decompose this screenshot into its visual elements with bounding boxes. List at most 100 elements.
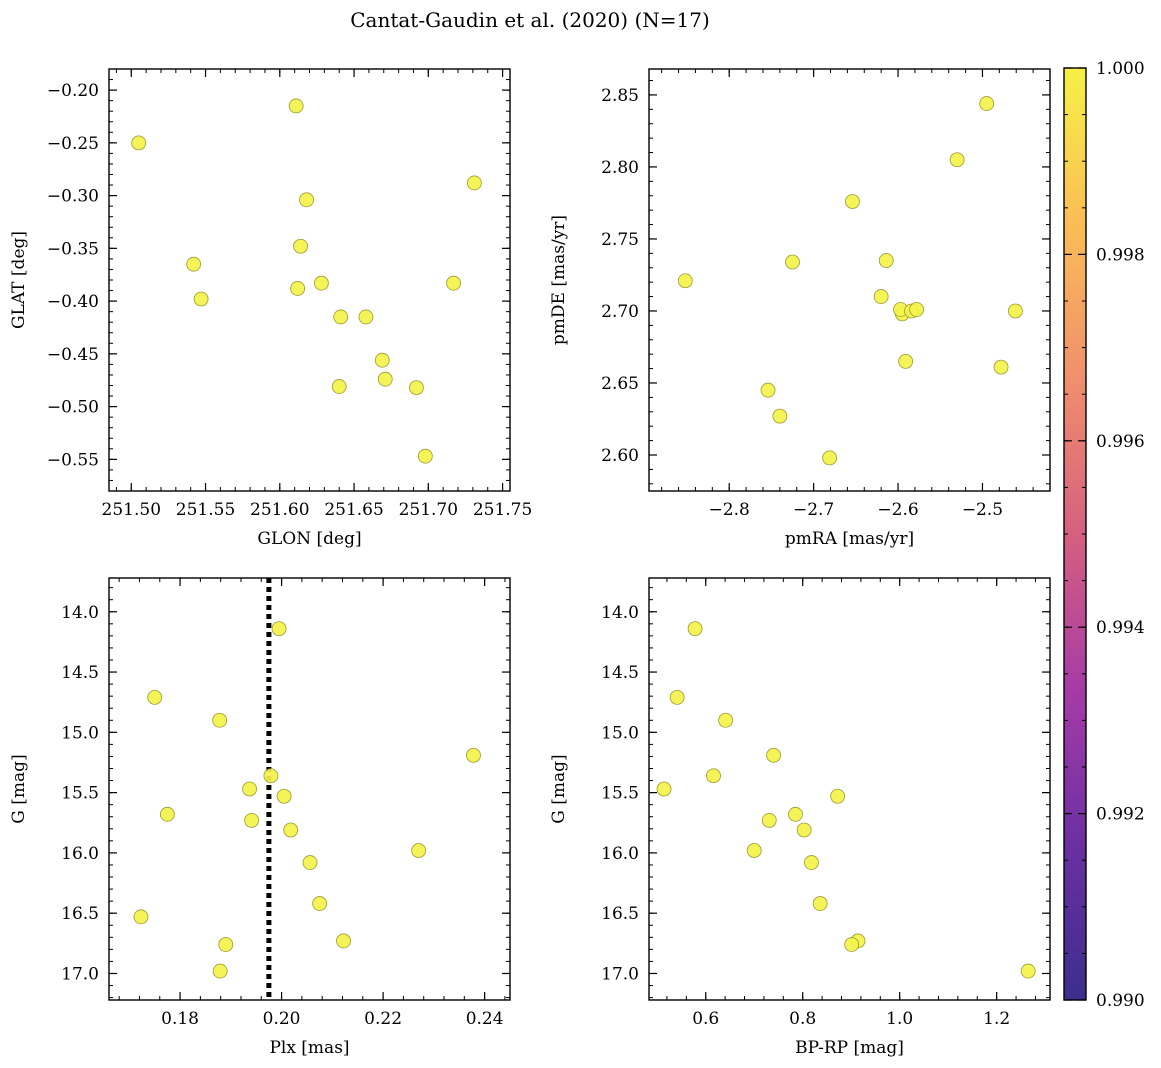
data-point: [979, 96, 995, 111]
data-point: [299, 192, 314, 208]
y-tick-label: 15.5: [601, 784, 639, 804]
y-tick-label: 14.0: [601, 603, 639, 623]
data-point: [131, 135, 147, 151]
data-point: [244, 812, 260, 828]
x-tick-label: −2.7: [793, 500, 834, 520]
data-point: [760, 382, 776, 398]
panel-plx-g: 0.18 0.20 0.22 0.24 14.0 14.5 15.0 15.5 16.0 16.5…: [9, 577, 511, 1058]
data-point: [283, 822, 299, 838]
data-point: [822, 450, 838, 466]
data-point: [812, 896, 828, 911]
data-point: [766, 747, 782, 763]
colorbar-tick-label: 0.994: [1096, 618, 1145, 638]
y-tick-label: 2.60: [601, 446, 639, 466]
data-point: [288, 98, 304, 114]
y-tick-label: −0.45: [47, 345, 99, 365]
data-point: [336, 933, 351, 949]
y-tick-label: −0.20: [47, 81, 99, 101]
data-point: [159, 806, 175, 822]
figure-title: Cantat-Gaudin et al. (2020) (N=17): [350, 8, 710, 32]
data-point: [993, 359, 1009, 375]
x-tick-label: −2.6: [877, 500, 918, 520]
data-point: [331, 379, 347, 394]
data-point: [845, 194, 860, 209]
y-tick-label: 2.75: [601, 230, 639, 250]
plot-frame: [108, 577, 511, 1001]
data-point: [873, 289, 889, 304]
data-point: [949, 152, 965, 168]
y-tick-label: −0.30: [47, 187, 99, 207]
data-point: [706, 768, 721, 784]
y-tick-label: 2.85: [601, 86, 639, 106]
data-point: [446, 275, 461, 291]
y-tick-label: 14.0: [61, 603, 99, 623]
data-point: [276, 788, 292, 804]
data-point: [1007, 303, 1023, 319]
data-point: [844, 937, 860, 952]
y-axis-label: G [mag]: [9, 754, 29, 823]
y-tick-label: −0.55: [47, 450, 99, 470]
data-point: [746, 843, 762, 858]
x-tick-label: −2.5: [962, 500, 1003, 520]
plot-frame: [648, 68, 1051, 492]
colorbar-tick-label: 0.998: [1096, 245, 1145, 265]
y-tick-label: 16.5: [601, 904, 639, 924]
colorbar-tick-label: 0.990: [1096, 991, 1145, 1011]
data-point: [898, 353, 914, 369]
panel-pmra-pmde: −2.8 −2.7 −2.6 −2.5 2.60 2.65 2.70 2.75 2.80 2.85…: [549, 68, 1051, 549]
data-point: [796, 822, 812, 838]
panel-bprp-g: 0.6 0.8 1.0 1.2 14.0 14.5 15.0 15.5 16.0 16.5 17.0…: [549, 577, 1051, 1058]
colorbar-tick-label: 0.992: [1096, 805, 1145, 825]
x-tick-label: 0.6: [692, 1009, 719, 1029]
data-point: [293, 238, 308, 254]
y-tick-label: 16.0: [601, 844, 639, 864]
data-point: [909, 302, 925, 317]
data-point: [804, 855, 819, 870]
data-point: [878, 253, 894, 268]
data-point: [411, 843, 427, 858]
y-tick-label: −0.50: [47, 398, 99, 418]
x-tick-label: 0.18: [161, 1009, 199, 1029]
y-tick-label: 16.5: [61, 904, 99, 924]
x-tick-label: 251.55: [176, 500, 235, 520]
data-point: [212, 712, 228, 728]
data-point: [218, 937, 234, 952]
x-tick-label: 251.65: [324, 500, 383, 520]
data-point: [718, 712, 734, 728]
x-tick-label: 1.0: [886, 1009, 913, 1029]
data-point: [271, 621, 287, 637]
y-tick-label: −0.40: [47, 292, 99, 312]
y-tick-label: 15.0: [601, 723, 639, 743]
x-axis-label: Plx [mas]: [269, 1038, 349, 1058]
plot-frame: [108, 68, 511, 492]
data-point: [417, 448, 433, 464]
colorbar: 0.990 0.992 0.994 0.996 0.998 1.000: [1063, 59, 1145, 1011]
y-axis-label: G [mag]: [549, 754, 569, 823]
plot-frame: [648, 577, 1051, 1001]
x-tick-label: 0.24: [466, 1009, 504, 1029]
data-point: [377, 371, 393, 387]
y-tick-label: 17.0: [601, 964, 639, 984]
x-tick-label: 251.75: [473, 500, 532, 520]
data-point: [656, 781, 672, 797]
colorbar-tick-label: 0.996: [1096, 432, 1145, 452]
x-tick-label: 251.50: [102, 500, 161, 520]
data-point: [312, 896, 328, 911]
y-tick-label: 14.5: [601, 663, 639, 683]
data-point: [687, 621, 703, 637]
data-point: [212, 963, 228, 979]
y-tick-label: 2.65: [601, 374, 639, 394]
data-point: [1020, 963, 1036, 979]
y-tick-label: 2.70: [601, 302, 639, 322]
y-axis-label: pmDE [mas/yr]: [549, 215, 569, 345]
y-tick-label: 15.5: [61, 784, 99, 804]
x-tick-label: 1.2: [983, 1009, 1010, 1029]
x-axis-label: BP-RP [mag]: [795, 1038, 904, 1058]
x-tick-label: 0.8: [789, 1009, 816, 1029]
data-point: [302, 855, 318, 870]
data-point: [466, 175, 482, 191]
y-tick-label: 14.5: [61, 663, 99, 683]
data-point: [313, 275, 329, 291]
data-point: [242, 781, 258, 797]
